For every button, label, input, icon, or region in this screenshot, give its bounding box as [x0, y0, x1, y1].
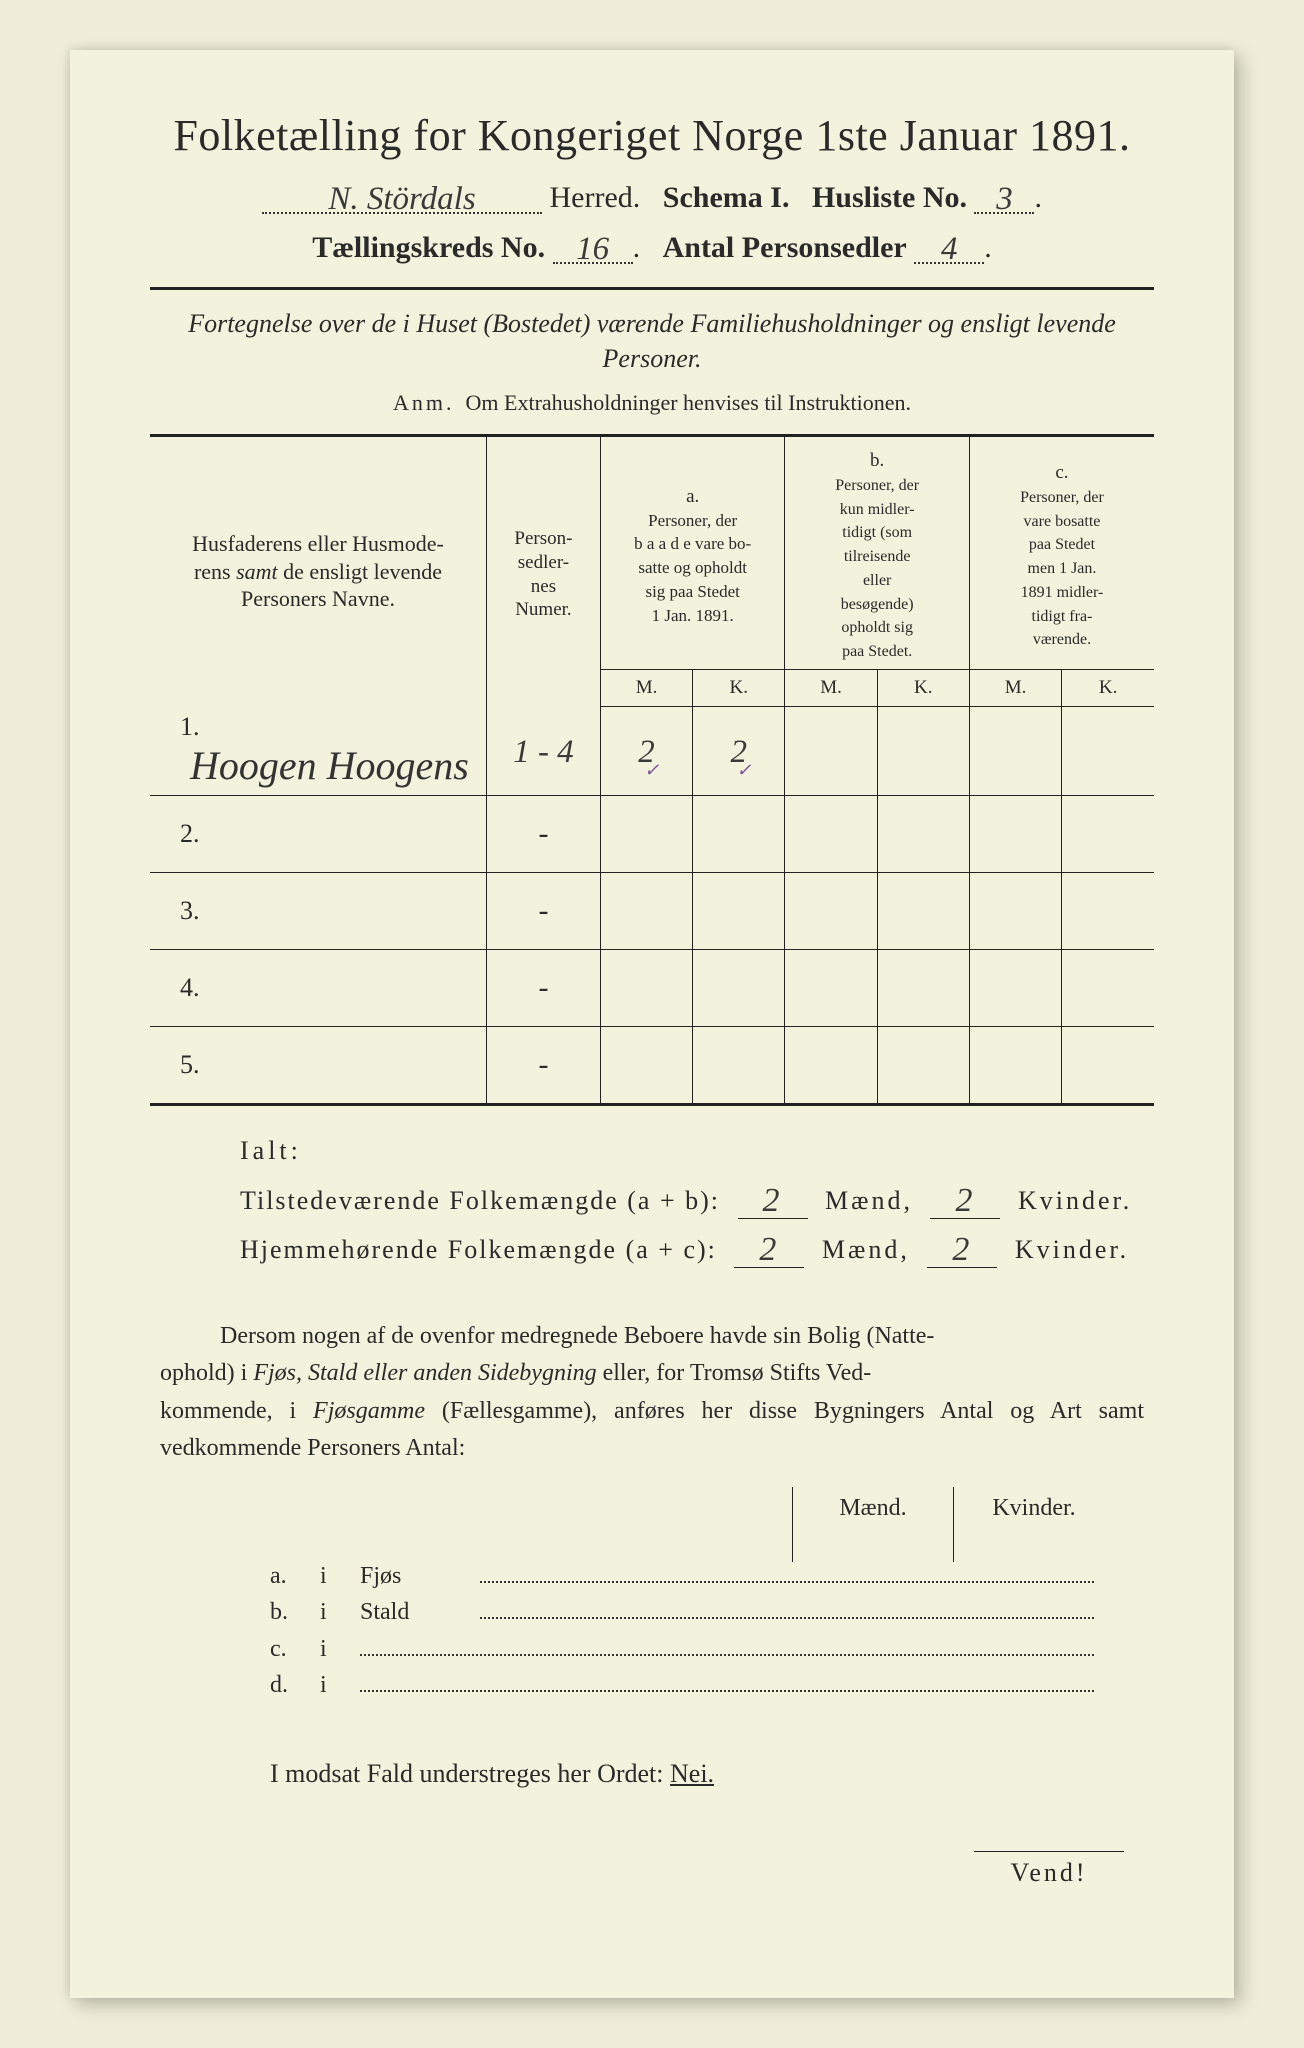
anm-text: Om Extrahusholdninger henvises til Instr…	[466, 390, 911, 415]
husliste-label: Husliste No.	[812, 181, 967, 214]
page-title: Folketælling for Kongeriget Norge 1ste J…	[150, 110, 1154, 161]
ialt-title: Ialt:	[240, 1136, 1154, 1166]
ialt-row-1: Tilstedeværende Folkemængde (a + b): 2 M…	[240, 1180, 1154, 1219]
col-c-k: K.	[1062, 669, 1154, 706]
building-row: b. i Stald	[270, 1598, 1114, 1626]
table-row: 1.Hoogen Hoogens 1 - 4 2 2	[150, 706, 1154, 796]
building-paragraph: Dersom nogen af de ovenfor medregnede Be…	[160, 1318, 1144, 1467]
ialt-block: Ialt: Tilstedeværende Folkemængde (a + b…	[240, 1136, 1154, 1268]
husliste-value: 3	[996, 181, 1013, 217]
col-b: b. Personer, derkun midler-tidigt (somti…	[785, 437, 970, 669]
nei-line: I modsat Fald understreges her Ordet: Ne…	[150, 1759, 1154, 1789]
building-rows: a. i Fjøs b. i Stald c. i	[270, 1562, 1114, 1699]
building-table: Mænd. Kvinder. a. i Fjøs b. i Stald c.	[270, 1487, 1114, 1699]
col-a-m: M.	[600, 669, 692, 706]
building-table-head: Mænd. Kvinder.	[270, 1487, 1114, 1562]
table-body: 1.Hoogen Hoogens 1 - 4 2 2 2. - 3.	[150, 706, 1154, 1103]
kreds-value: 16	[576, 231, 609, 267]
table-row: 4. -	[150, 950, 1154, 1027]
divider	[150, 287, 1154, 290]
col-b-m: M.	[785, 669, 877, 706]
building-row: a. i Fjøs	[270, 1562, 1114, 1590]
header-line-3: Tællingskreds No. 16. Antal Personsedler…	[150, 229, 1154, 265]
col-name: Husfaderens eller Husmode-rens samt de e…	[150, 437, 486, 706]
col-c-m: M.	[969, 669, 1061, 706]
anm-label: Anm.	[393, 390, 455, 415]
main-table: Husfaderens eller Husmode-rens samt de e…	[150, 434, 1154, 1106]
building-row: c. i	[270, 1634, 1114, 1662]
col-b-k: K.	[877, 669, 969, 706]
document-sheet: Folketælling for Kongeriget Norge 1ste J…	[70, 50, 1234, 1998]
vend-label: Vend!	[974, 1851, 1124, 1888]
table-row: 2. -	[150, 796, 1154, 873]
page: Folketælling for Kongeriget Norge 1ste J…	[0, 0, 1304, 2048]
table-row: 3. -	[150, 873, 1154, 950]
schema-label: Schema I.	[663, 181, 790, 214]
table-row: 5. -	[150, 1027, 1154, 1104]
col-num: Person-sedler-nesNumer.	[486, 437, 600, 706]
building-row: d. i	[270, 1671, 1114, 1699]
ialt-row-2: Hjemmehørende Folkemængde (a + c): 2 Mæn…	[240, 1229, 1154, 1268]
col-a: a. Personer, derb a a d e vare bo-satte …	[600, 437, 785, 669]
bt-head-m: Mænd.	[792, 1487, 953, 1562]
col-a-k: K.	[693, 669, 785, 706]
herred-label: Herred.	[550, 181, 641, 214]
col-c: c. Personer, dervare bosattepaa Stedetme…	[969, 437, 1154, 669]
anm-line: Anm. Om Extrahusholdninger henvises til …	[150, 390, 1154, 416]
kreds-label: Tællingskreds No.	[312, 231, 545, 264]
bt-head-k: Kvinder.	[953, 1487, 1114, 1562]
herred-value: N. Stördals	[328, 181, 475, 217]
subtitle: Fortegnelse over de i Huset (Bostedet) v…	[150, 306, 1154, 376]
antal-value: 4	[941, 231, 958, 267]
header-line-2: N. Stördals Herred. Schema I. Husliste N…	[150, 179, 1154, 215]
antal-label: Antal Personsedler	[663, 231, 907, 264]
